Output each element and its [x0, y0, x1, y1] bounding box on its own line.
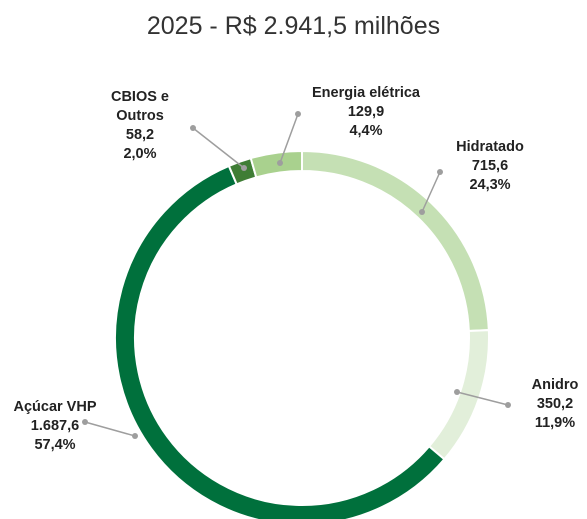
data-label: CBIOS e Outros 58,2 2,0% — [100, 88, 180, 164]
leader-lines — [82, 111, 511, 439]
data-label: Anidro 350,2 11,9% — [520, 376, 587, 433]
chart-title: 2025 - R$ 2.941,5 milhões — [146, 12, 441, 40]
category-label: CBIOS e Outros — [110, 89, 169, 124]
donut-segment — [249, 149, 303, 179]
donut-segment — [114, 164, 446, 519]
value-label: 1.687,6 — [30, 418, 80, 434]
data-label: Açúcar VHP 1.687,6 57,4% — [2, 398, 108, 455]
percent-label: 2,0% — [123, 146, 157, 162]
category-label: Energia elétrica — [312, 85, 420, 101]
category-label: Açúcar VHP — [13, 399, 97, 415]
value-label: 129,9 — [347, 104, 385, 120]
category-label: Hidratado — [456, 139, 524, 155]
percent-label: 11,9% — [534, 415, 576, 431]
value-label: 350,2 — [536, 396, 574, 412]
percent-label: 57,4% — [34, 437, 76, 453]
value-label: 58,2 — [125, 127, 155, 143]
data-label: Energia elétrica 129,9 4,4% — [296, 84, 436, 141]
category-label: Anidro — [531, 377, 579, 393]
percent-label: 4,4% — [349, 123, 383, 139]
donut-segment — [427, 329, 490, 461]
percent-label: 24,3% — [469, 177, 511, 193]
data-label: Hidratado 715,6 24,3% — [445, 138, 535, 195]
value-label: 715,6 — [471, 158, 509, 174]
